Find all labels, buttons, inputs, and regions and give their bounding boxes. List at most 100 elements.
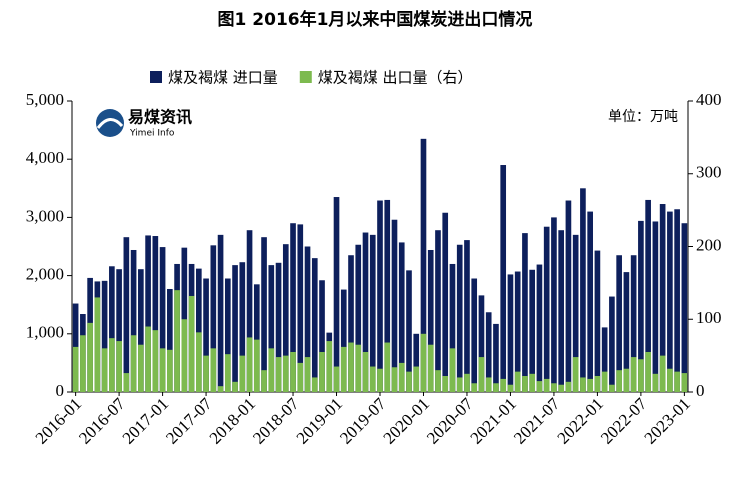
bar <box>630 357 637 392</box>
bar <box>587 211 593 392</box>
bar <box>311 377 318 392</box>
logo-swoosh <box>96 118 124 129</box>
bar <box>123 373 130 392</box>
bar <box>464 240 470 392</box>
bar <box>362 351 369 392</box>
bar <box>275 357 282 392</box>
bar <box>355 344 362 392</box>
bar <box>449 263 456 392</box>
x-tick-label: 2023-01 <box>640 394 694 448</box>
bar <box>348 255 354 392</box>
y2-tick-label: 0 <box>696 381 705 400</box>
bar <box>116 269 122 392</box>
bar <box>674 371 680 392</box>
y-tick-label: 1,000 <box>26 323 64 342</box>
bar <box>246 230 253 392</box>
bar <box>138 269 144 392</box>
y2-tick-label: 400 <box>696 90 722 109</box>
bar <box>116 341 122 392</box>
bar <box>645 351 651 392</box>
bar <box>159 247 166 392</box>
y2-tick-label: 200 <box>696 235 722 254</box>
bar <box>80 335 86 392</box>
bar <box>543 378 550 392</box>
bar <box>623 368 630 392</box>
bar <box>253 339 260 392</box>
chart-title: 图1 2016年1月以来中国煤炭进出口情况 <box>218 9 533 30</box>
bar <box>340 289 347 392</box>
x-tick-label: 2018-07 <box>249 394 303 448</box>
bar <box>109 266 115 392</box>
bar <box>681 373 688 392</box>
x-tick-label: 2021-07 <box>510 394 564 448</box>
bar <box>587 378 593 392</box>
bar <box>377 368 383 392</box>
bar <box>594 250 601 392</box>
bar <box>420 138 427 392</box>
bar <box>152 330 159 392</box>
bar <box>188 295 195 392</box>
bar <box>580 377 586 392</box>
bar <box>442 212 449 392</box>
bar <box>464 373 470 392</box>
bar <box>514 371 521 392</box>
bar <box>572 234 579 392</box>
bar <box>268 348 275 392</box>
bar <box>152 236 159 392</box>
bar <box>282 355 289 392</box>
bar <box>377 200 383 392</box>
bar <box>529 373 536 392</box>
logo-subtext: Yimei Info <box>129 129 175 139</box>
bar <box>268 265 275 392</box>
bar <box>413 366 420 392</box>
bar <box>565 381 572 392</box>
bar <box>319 280 325 392</box>
y2-tick-label: 100 <box>696 308 722 327</box>
bar <box>362 232 369 392</box>
x-tick-label: 2016-07 <box>75 394 129 448</box>
y-tick-label: 0 <box>56 381 65 400</box>
bar <box>493 323 499 392</box>
bar <box>623 272 630 392</box>
x-tick-label: 2017-01 <box>119 394 173 448</box>
bar <box>253 284 260 392</box>
bar <box>297 224 304 392</box>
bar <box>94 297 101 392</box>
bar <box>514 271 521 392</box>
bar <box>138 344 144 392</box>
bar <box>355 244 362 392</box>
bar <box>536 381 543 392</box>
bar <box>311 258 318 392</box>
logo-icon <box>96 109 124 137</box>
bar <box>638 220 644 392</box>
bar <box>456 377 463 392</box>
bar <box>210 245 217 392</box>
bar <box>145 235 151 392</box>
bar <box>543 226 550 392</box>
bar <box>565 200 572 392</box>
bar <box>304 246 311 392</box>
bar <box>609 296 615 392</box>
bar <box>667 211 673 392</box>
bar <box>659 355 666 392</box>
bar <box>456 244 463 392</box>
bar <box>282 244 289 392</box>
bar <box>290 223 296 392</box>
bar <box>391 219 398 392</box>
logo: 易煤资讯 Yimei Info <box>96 108 192 139</box>
bar <box>645 199 651 392</box>
bar <box>652 373 659 392</box>
x-tick-label: 2022-07 <box>597 394 651 448</box>
bar <box>601 327 608 392</box>
bar <box>369 234 376 392</box>
y-tick-label: 2,000 <box>26 265 64 284</box>
bar <box>159 348 166 392</box>
bar <box>652 221 659 392</box>
bar <box>667 368 673 392</box>
y-tick-label: 5,000 <box>26 90 64 109</box>
bar <box>398 242 405 392</box>
bar <box>500 378 507 392</box>
bar <box>340 346 347 392</box>
bar <box>507 274 514 392</box>
bar <box>210 348 217 392</box>
